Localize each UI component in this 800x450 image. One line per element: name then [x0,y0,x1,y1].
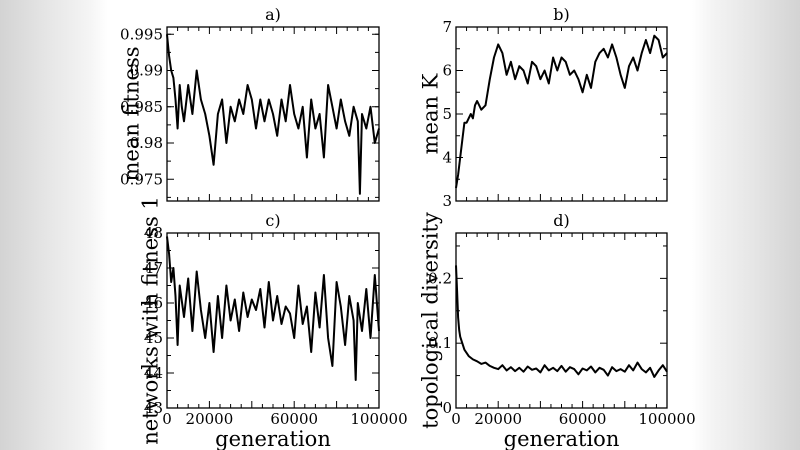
y-tick-label: 4 [442,149,452,167]
x-tick-label: 60000 [559,410,607,428]
series-line-1 [166,236,380,381]
panel-title: a) [265,5,281,24]
panel-title: b) [553,5,569,24]
y-axis-label: topological diversity [419,212,443,429]
plot-frame [455,26,668,202]
y-tick-label: 43 [144,399,163,417]
y-tick-label: 0.2 [428,269,452,287]
series-line-1 [455,34,668,189]
panel-title: d) [553,211,569,230]
y-tick-label: 0.975 [120,170,163,188]
x-tick-label: 20000 [186,410,234,428]
x-axis-label: generation [215,427,331,450]
y-tick-label: 44 [144,364,163,382]
y-tick-label: 47 [144,259,163,277]
panel-1: a) 0.975 0.98 0.985 0.99 0.995 mean fitness [120,5,380,202]
y-axis-label: mean fitness [120,46,144,181]
x-tick-label: 100000 [350,410,407,428]
y-tick-label: 0.99 [130,62,163,80]
series-line-1 [455,265,668,378]
panel-2: b) 3 4 5 6 7 mean K [419,5,668,210]
panel-title: c) [265,211,280,230]
y-tick-label: 0.985 [120,98,163,116]
series-line-1 [166,34,380,195]
y-tick-label: 0.1 [428,334,452,352]
plot-frame [455,232,668,409]
x-tick-label: 20000 [474,410,522,428]
y-tick-label: 0 [442,399,452,417]
y-tick-label: 7 [442,18,452,36]
x-tick-label: 100000 [638,410,695,428]
x-tick-label: 0 [451,410,461,428]
y-tick-label: 48 [144,224,163,242]
x-axis-label: generation [504,427,620,450]
y-tick-label: 46 [144,294,163,312]
y-tick-label: 5 [442,105,452,123]
x-tick-label: 60000 [270,410,318,428]
y-tick-label: 3 [442,192,452,210]
y-tick-label: 0.995 [120,25,163,43]
panel-3: c) 0 20000 60000 100000 43 44 45 46 47 48networks … [139,196,408,450]
y-axis-label: mean K [419,73,443,154]
chart-panels: a) 0.975 0.98 0.985 0.99 0.995 mean fitness b) 3… [120,5,696,450]
y-axis-label: networks with fitness 1 [139,196,163,445]
y-tick-label: 45 [144,329,163,347]
y-tick-label: 0.98 [130,134,163,152]
y-tick-label: 6 [442,62,452,80]
x-tick-label: 0 [162,410,172,428]
